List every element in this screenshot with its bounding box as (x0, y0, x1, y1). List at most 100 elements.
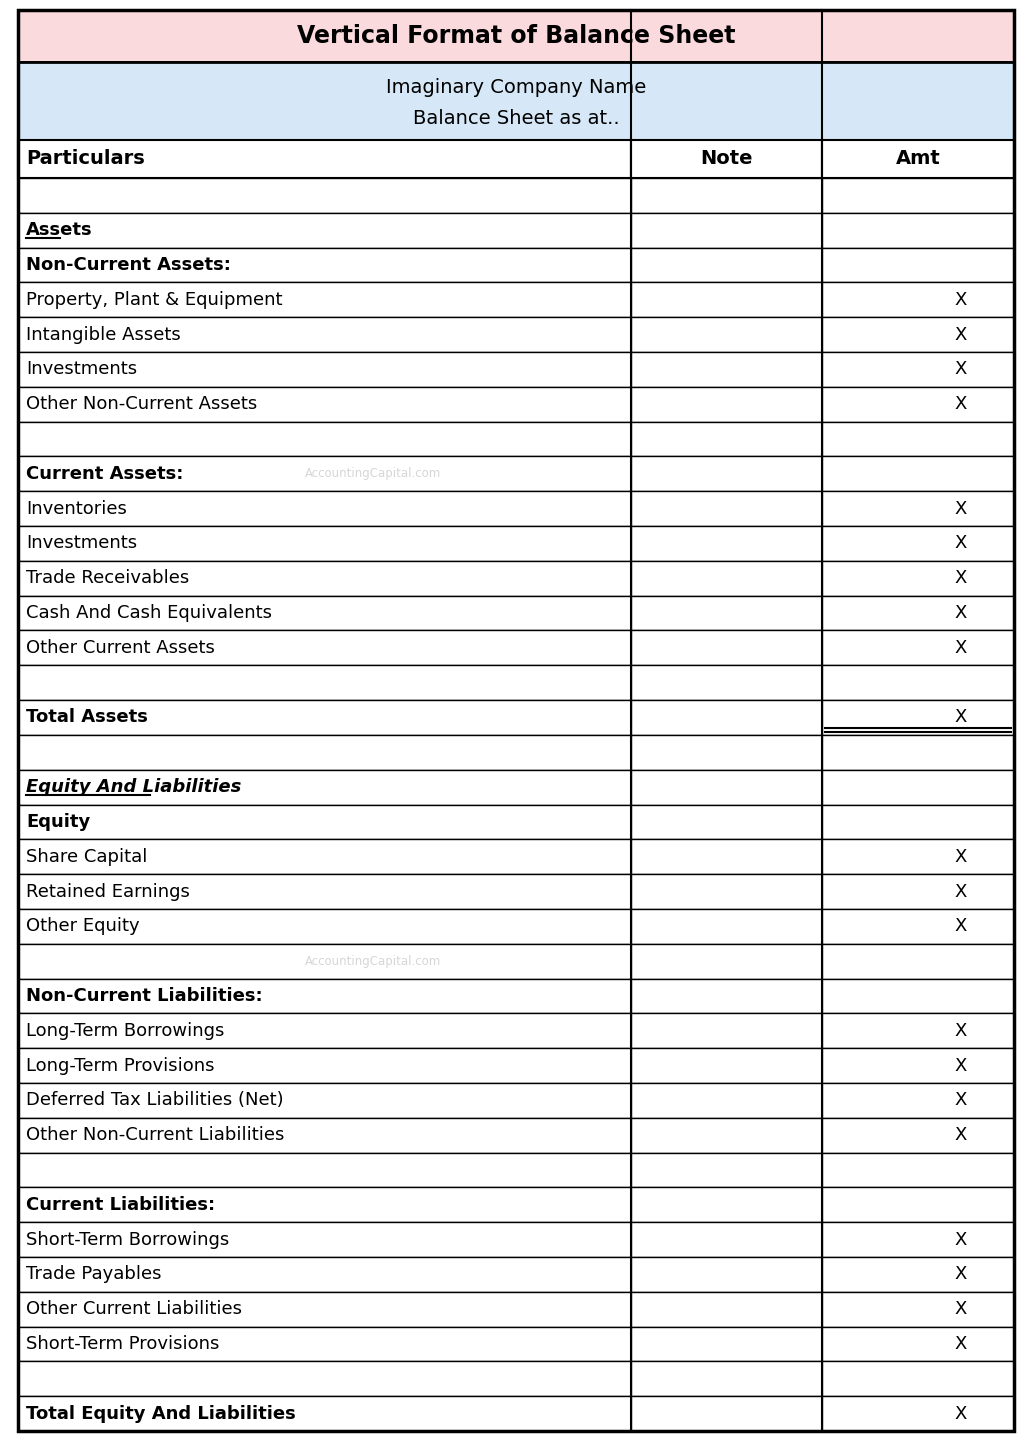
Bar (821, 978, 1014, 1013)
Bar (821, 875, 1014, 909)
Bar (631, 595, 821, 631)
Text: Share Capital: Share Capital (26, 847, 148, 866)
Bar (631, 735, 821, 769)
Bar (631, 213, 821, 248)
Bar (631, 1327, 821, 1362)
Bar (821, 839, 1014, 875)
Text: Cash And Cash Equivalents: Cash And Cash Equivalents (26, 604, 272, 623)
Text: Long-Term Borrowings: Long-Term Borrowings (26, 1022, 224, 1040)
Bar (18, 526, 631, 561)
Bar (631, 1084, 821, 1118)
Text: X: X (954, 500, 966, 517)
Bar (631, 769, 821, 804)
Bar (18, 457, 631, 491)
Text: Non-Current Liabilities:: Non-Current Liabilities: (26, 987, 262, 1004)
Bar (821, 282, 1014, 317)
Bar (631, 179, 821, 213)
Text: Retained Earnings: Retained Earnings (26, 882, 190, 901)
Bar (821, 1118, 1014, 1153)
Text: Equity: Equity (26, 813, 90, 831)
Bar (18, 1362, 631, 1396)
Text: Total Assets: Total Assets (26, 709, 148, 726)
Text: X: X (954, 882, 966, 901)
Bar (631, 1222, 821, 1257)
Bar (18, 179, 631, 213)
Text: Long-Term Provisions: Long-Term Provisions (26, 1056, 215, 1075)
Bar (821, 700, 1014, 735)
Text: Trade Receivables: Trade Receivables (26, 569, 189, 588)
Bar (631, 1153, 821, 1187)
Bar (18, 1396, 631, 1431)
Bar (18, 422, 631, 457)
Text: X: X (954, 1231, 966, 1248)
Bar (18, 1048, 631, 1084)
Bar (18, 595, 631, 631)
Text: Deferred Tax Liabilities (Net): Deferred Tax Liabilities (Net) (26, 1091, 284, 1110)
Bar (631, 978, 821, 1013)
Text: Property, Plant & Equipment: Property, Plant & Equipment (26, 291, 283, 308)
Bar (821, 1013, 1014, 1048)
Bar (821, 631, 1014, 666)
Bar (821, 179, 1014, 213)
Text: X: X (954, 847, 966, 866)
Bar (18, 875, 631, 909)
Bar (18, 10, 1014, 62)
Bar (18, 317, 631, 352)
Text: X: X (954, 1405, 966, 1422)
Bar (631, 944, 821, 978)
Text: X: X (954, 395, 966, 414)
Text: X: X (954, 918, 966, 935)
Bar (821, 352, 1014, 386)
Bar (631, 140, 821, 179)
Bar (18, 248, 631, 282)
Text: Other Non-Current Liabilities: Other Non-Current Liabilities (26, 1127, 285, 1144)
Bar (631, 352, 821, 386)
Bar (18, 1084, 631, 1118)
Bar (18, 769, 631, 804)
Text: Short-Term Borrowings: Short-Term Borrowings (26, 1231, 229, 1248)
Text: Amt: Amt (896, 150, 940, 169)
Text: X: X (954, 709, 966, 726)
Bar (821, 491, 1014, 526)
Bar (18, 944, 631, 978)
Bar (18, 1327, 631, 1362)
Bar (18, 804, 631, 839)
Bar (631, 526, 821, 561)
Bar (631, 422, 821, 457)
Bar (821, 1291, 1014, 1327)
Bar (821, 386, 1014, 422)
Bar (18, 839, 631, 875)
Bar (631, 1257, 821, 1291)
Bar (821, 1257, 1014, 1291)
Text: Short-Term Provisions: Short-Term Provisions (26, 1334, 220, 1353)
Bar (631, 1396, 821, 1431)
Bar (631, 875, 821, 909)
Text: X: X (954, 291, 966, 308)
Bar (821, 317, 1014, 352)
Text: X: X (954, 1265, 966, 1284)
Bar (821, 561, 1014, 595)
Bar (631, 282, 821, 317)
Text: X: X (954, 535, 966, 552)
Bar (18, 909, 631, 944)
Text: Balance Sheet as at..: Balance Sheet as at.. (413, 108, 619, 128)
Bar (18, 631, 631, 666)
Bar (821, 1362, 1014, 1396)
Bar (18, 978, 631, 1013)
Bar (821, 1187, 1014, 1222)
Bar (821, 804, 1014, 839)
Text: Equity And Liabilities: Equity And Liabilities (26, 778, 241, 795)
Bar (18, 213, 631, 248)
Bar (631, 317, 821, 352)
Bar (18, 1153, 631, 1187)
Text: X: X (954, 326, 966, 343)
Bar (821, 595, 1014, 631)
Bar (631, 666, 821, 700)
Bar (631, 700, 821, 735)
Text: X: X (954, 569, 966, 588)
Bar (821, 944, 1014, 978)
Text: Note: Note (700, 150, 752, 169)
Text: X: X (954, 638, 966, 657)
Bar (631, 1362, 821, 1396)
Text: Particulars: Particulars (26, 150, 144, 169)
